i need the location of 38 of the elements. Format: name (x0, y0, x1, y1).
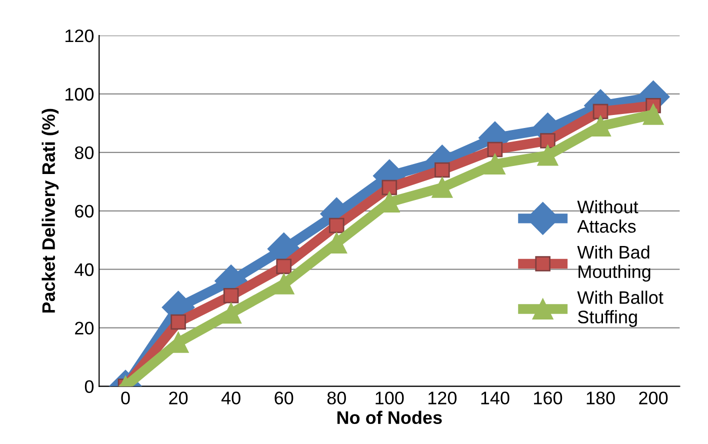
y-tick-label: 120 (66, 29, 94, 42)
point (220, 302, 242, 324)
point (382, 180, 398, 196)
point (540, 133, 556, 148)
point (223, 288, 239, 304)
y-axis-title: Packet Delivery Rati (%) (42, 108, 59, 313)
x-tick-label: 20 (169, 392, 188, 404)
y-tick-label: 60 (75, 204, 94, 218)
x-tick-label: 180 (586, 392, 615, 404)
x-tick-label: 100 (376, 392, 404, 404)
y-tick-label: 0 (84, 380, 94, 393)
y-tick-label: 80 (74, 146, 94, 160)
x-tick-label: 0 (121, 392, 130, 404)
point (328, 218, 344, 234)
point (642, 104, 664, 125)
point (276, 258, 292, 274)
point (273, 274, 294, 294)
x-tick-label: 80 (327, 392, 346, 404)
y-tick-label: 40 (74, 263, 94, 276)
x-tick-label: 200 (639, 392, 668, 404)
legend-label: With Bad Mouthing (577, 245, 650, 282)
x-tick-label: 140 (481, 392, 510, 404)
legend-label: With Ballot Stuffing (577, 290, 664, 327)
point (537, 144, 558, 166)
point (434, 162, 450, 178)
point (170, 314, 186, 330)
point (432, 177, 453, 198)
x-axis-title: No of Nodes (337, 410, 442, 424)
y-tick-label: 20 (75, 322, 94, 335)
x-tick-label: 40 (221, 392, 240, 404)
x-tick-label: 60 (274, 392, 294, 404)
legend-label: Without Attacks (577, 200, 638, 233)
x-tick-label: 160 (534, 392, 562, 404)
y-tick-label: 100 (66, 88, 94, 101)
point (484, 154, 506, 175)
x-tick-label: 120 (428, 392, 457, 404)
point (487, 142, 503, 158)
point (590, 116, 611, 137)
